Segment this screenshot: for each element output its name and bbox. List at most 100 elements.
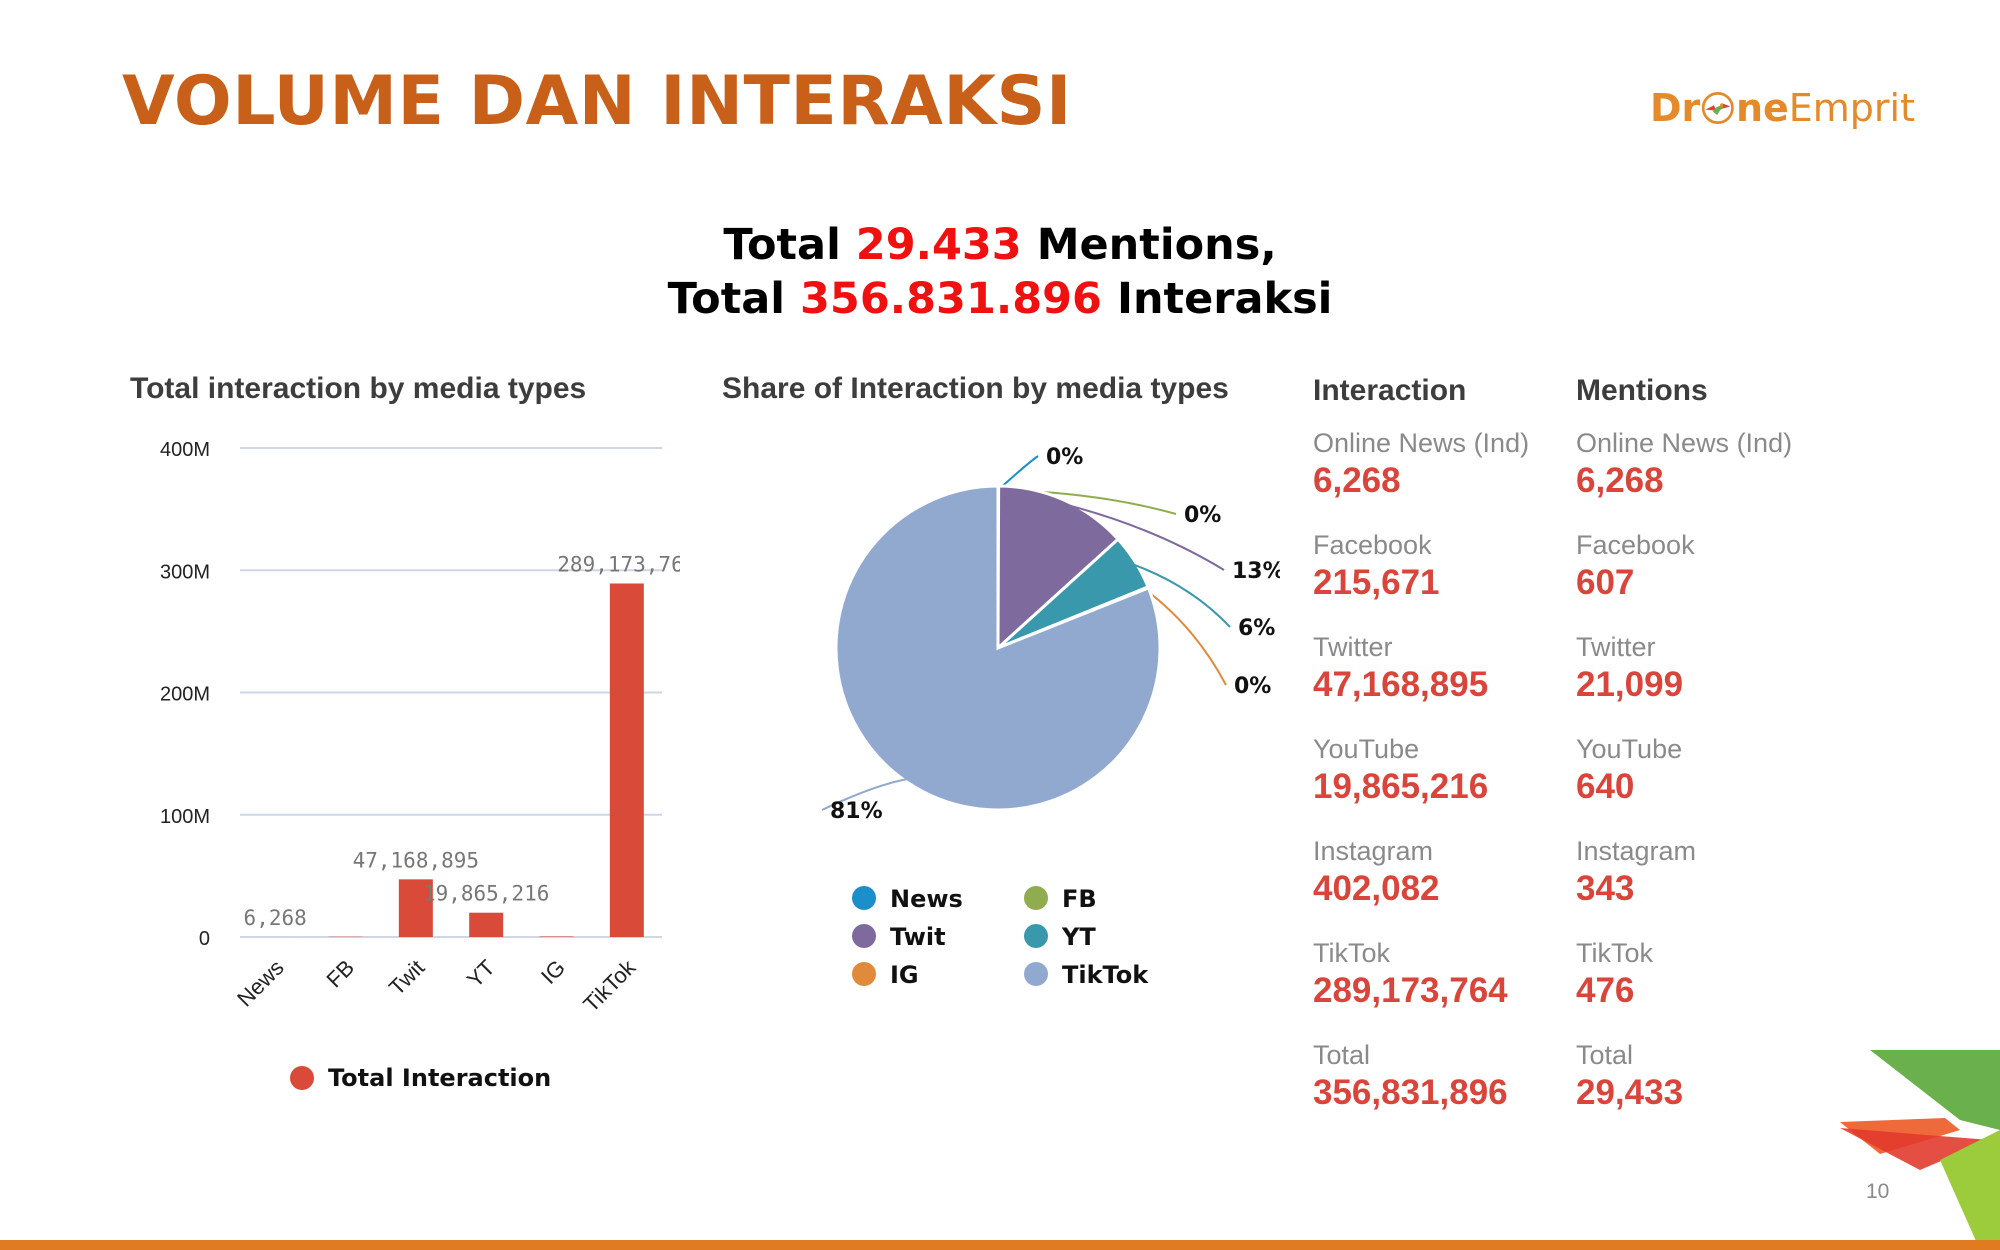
interaction-stat: TikTok 289,173,764 [1313, 936, 1573, 1038]
y-tick-label: 400M [160, 439, 210, 461]
pie-connector [1131, 562, 1231, 628]
stat-value: 6,268 [1576, 461, 1664, 500]
stat-label: Online News (Ind) [1576, 428, 1793, 458]
interaction-stat: Instagram 402,082 [1313, 834, 1573, 936]
interaction-stat: Twitter 47,168,895 [1313, 630, 1573, 732]
x-tick-label: Twit [384, 955, 429, 1000]
bar-chart-title: Total interaction by media types [130, 372, 587, 405]
logo-text-dr: Dr [1650, 86, 1701, 130]
x-tick-label: TikTok [578, 954, 641, 1017]
stat-label: Online News (Ind) [1313, 428, 1530, 458]
mentions-stat: Twitter 21,099 [1576, 630, 1836, 732]
interaction-stat: Total 356,831,896 [1313, 1038, 1573, 1140]
pie-connector [1062, 502, 1225, 571]
stat-value: 289,173,764 [1313, 971, 1508, 1010]
stat-value: 19,865,216 [1313, 767, 1489, 806]
mentions-stat: Instagram 343 [1576, 834, 1836, 936]
stat-value: 29,433 [1576, 1073, 1684, 1112]
legend-swatch [852, 886, 876, 910]
stat-label: Twitter [1576, 632, 1656, 662]
headline-line1-prefix: Total [723, 220, 856, 270]
headline-line2-prefix: Total [667, 274, 801, 324]
mentions-stat: Online News (Ind) 6,268 [1576, 426, 1836, 528]
pie-connector [1143, 588, 1227, 686]
logo-text-ne: ne [1735, 86, 1789, 130]
stat-label: Twitter [1313, 632, 1393, 662]
stat-label: Instagram [1313, 836, 1434, 866]
stat-value: 343 [1576, 869, 1635, 908]
legend-label: Total Interaction [328, 1064, 551, 1092]
legend-label: YT [1061, 923, 1096, 951]
stat-value: 402,082 [1313, 869, 1440, 908]
pie-data-label: 0% [1234, 674, 1271, 699]
pie-slice [834, 484, 1162, 812]
bar-chart: 0 100M 200M 300M 400M 6,268 News FB 47,168,895 Tw… [160, 439, 680, 1092]
stat-label: Instagram [1576, 836, 1697, 866]
stat-value: 640 [1576, 767, 1635, 806]
x-tick-label: FB [321, 955, 359, 993]
bar [398, 879, 433, 937]
total-mentions-value: 29.433 [855, 220, 1022, 270]
stat-value: 476 [1576, 971, 1635, 1010]
stat-value: 21,099 [1576, 665, 1684, 704]
stat-label: Total [1576, 1040, 1634, 1070]
y-tick-label: 100M [160, 806, 210, 828]
headline-line1-suffix: Mentions, [1021, 220, 1277, 270]
mentions-stat: Facebook 607 [1576, 528, 1836, 630]
stat-value: 215,671 [1313, 563, 1440, 602]
stat-label: YouTube [1576, 734, 1683, 764]
interaction-stat: YouTube 19,865,216 [1313, 732, 1573, 834]
bottom-accent-bar [0, 1240, 2000, 1250]
stat-value: 47,168,895 [1313, 665, 1489, 704]
x-tick-label: News [232, 955, 289, 1012]
legend-label: IG [890, 961, 919, 989]
legend-swatch [1024, 962, 1048, 986]
stat-label: Facebook [1313, 530, 1432, 560]
y-tick-label: 300M [160, 561, 210, 583]
pie-connector [821, 777, 910, 811]
y-tick-label: 200M [160, 684, 210, 706]
stat-value: 6,268 [1313, 461, 1401, 500]
x-tick-label: YT [462, 955, 500, 993]
headline-line2-suffix: Interaksi [1101, 274, 1333, 324]
stat-label: Total [1313, 1040, 1371, 1070]
leaf-decoration [1840, 1050, 2000, 1250]
pie-data-label: 6% [1238, 616, 1275, 641]
headline: Total 29.433 Mentions, Total 356.831.896… [500, 218, 1500, 326]
total-interaction-value: 356.831.896 [800, 274, 1102, 324]
legend-swatch [852, 962, 876, 986]
stat-label: TikTok [1576, 938, 1654, 968]
slide-title: VOLUME DAN INTERAKSI [122, 62, 1072, 141]
mentions-stat: TikTok 476 [1576, 936, 1836, 1038]
pie-data-label: 0% [1184, 503, 1221, 528]
mentions-column: Mentions Online News (Ind) 6,268 Facebook… [1576, 368, 1836, 1140]
mentions-stat: YouTube 640 [1576, 732, 1836, 834]
stat-label: TikTok [1313, 938, 1391, 968]
interaction-column: Interaction Online News (Ind) 6,268 Faceb… [1313, 368, 1573, 1140]
bar [469, 912, 504, 937]
page-number: 10 [1866, 1180, 1890, 1203]
y-tick-label: 0 [199, 928, 210, 950]
pie-data-label: 81% [830, 799, 883, 824]
interaction-stat: Online News (Ind) 6,268 [1313, 426, 1573, 528]
stat-label: YouTube [1313, 734, 1420, 764]
pie-chart-title: Share of Interaction by media types [722, 372, 1229, 405]
legend-swatch [290, 1066, 314, 1090]
interaction-stat: Facebook 215,671 [1313, 528, 1573, 630]
bar-data-label: 6,268 [244, 906, 307, 930]
legend-swatch [1024, 924, 1048, 948]
pie-slice [996, 484, 1121, 652]
legend-label: FB [1062, 885, 1097, 913]
legend-label: Twit [890, 923, 946, 951]
bar-data-label: 19,865,216 [423, 882, 549, 906]
headline-interactions: Total 356.831.896 Interaksi [500, 272, 1500, 326]
pie-data-label: 0% [1046, 445, 1083, 470]
logo-text-emprit: Emprit [1788, 86, 1915, 130]
bar [609, 583, 644, 937]
legend-swatch [1024, 886, 1048, 910]
drone-bird-logo-icon [1702, 91, 1735, 125]
mentions-stat: Total 29,433 [1576, 1038, 1836, 1140]
bar-data-label: 47,168,895 [353, 848, 479, 872]
legend-label: TikTok [1062, 961, 1149, 989]
stat-label: Facebook [1576, 530, 1695, 560]
